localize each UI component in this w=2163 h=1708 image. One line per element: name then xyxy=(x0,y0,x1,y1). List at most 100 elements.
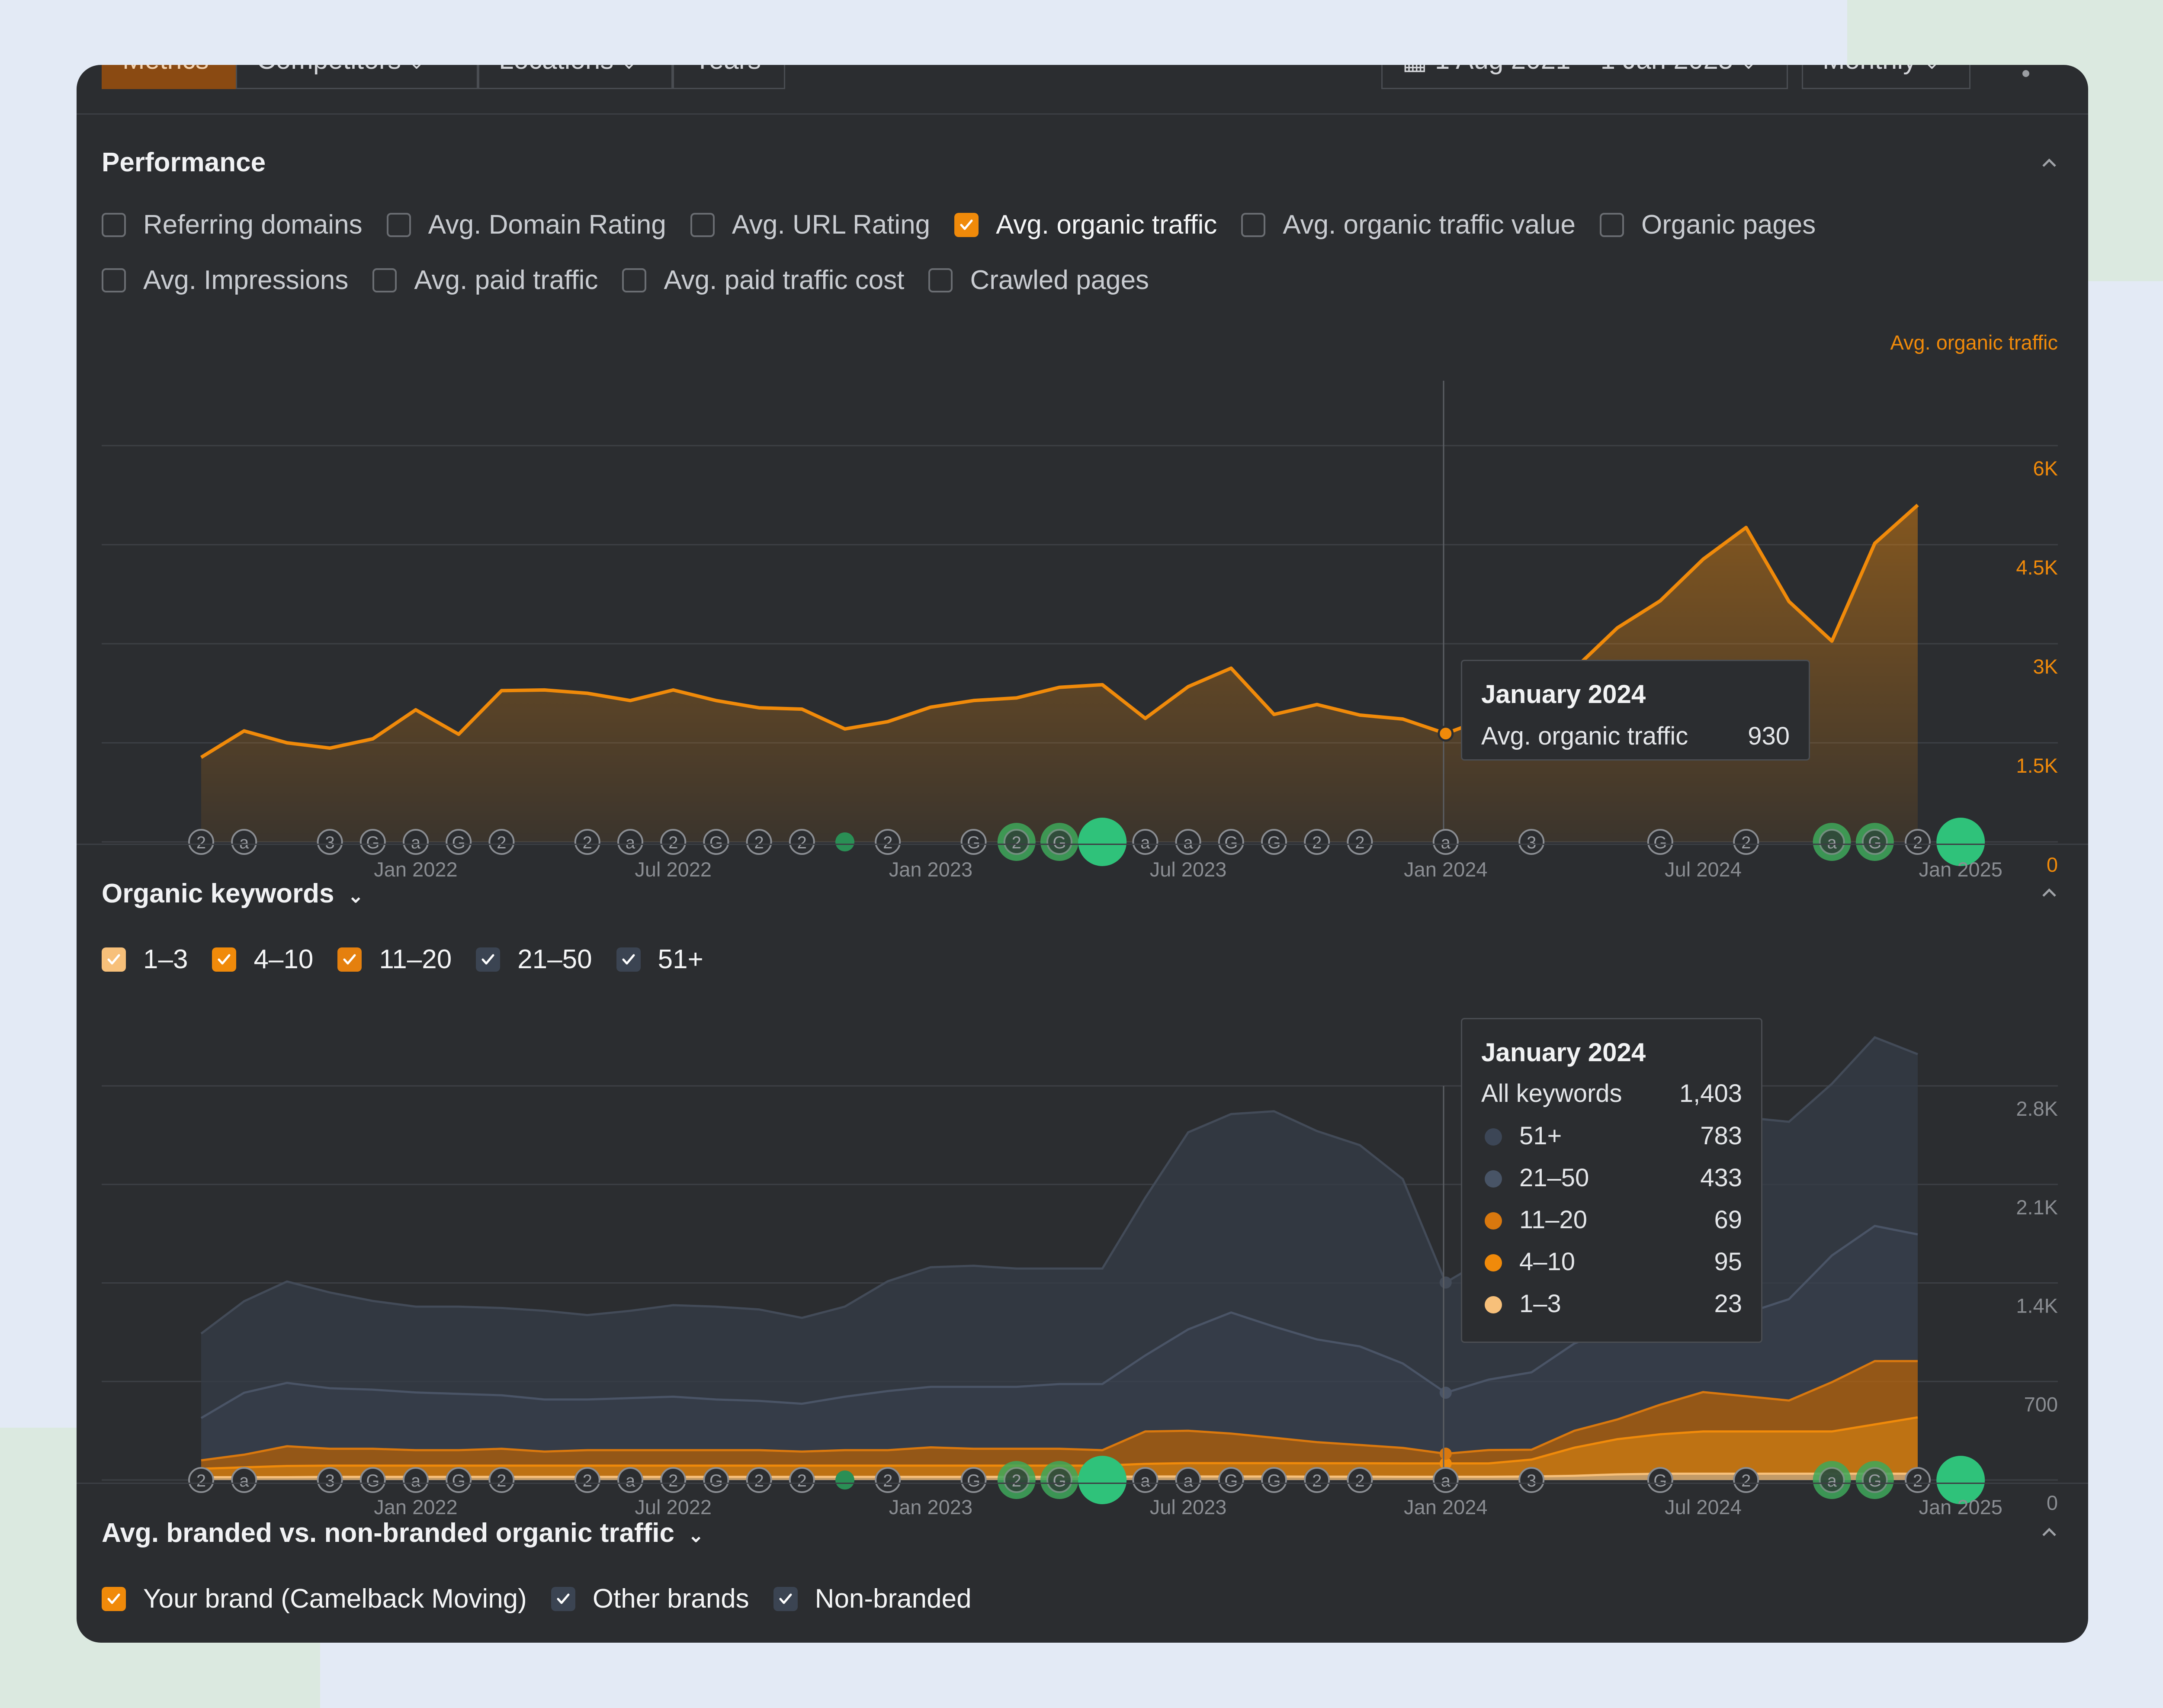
major-update-marker[interactable] xyxy=(1936,818,1985,866)
google-update-marker[interactable]: G xyxy=(960,829,987,855)
annotation-marker[interactable]: 2 xyxy=(1304,1467,1330,1493)
ahrefs-update-marker[interactable]: a xyxy=(231,1467,257,1493)
major-update-marker[interactable] xyxy=(1936,1456,1985,1504)
checkbox-avg-organic-traffic[interactable]: Avg. organic traffic xyxy=(954,209,1217,240)
google-update-marker[interactable]: G xyxy=(446,1467,472,1493)
annotation-marker[interactable]: 2 xyxy=(875,1467,901,1493)
checkbox-avg-url-rating[interactable]: Avg. URL Rating xyxy=(690,209,930,240)
major-update-marker[interactable] xyxy=(1078,818,1127,866)
more-menu-icon[interactable] xyxy=(2017,65,2035,82)
ahrefs-update-marker[interactable]: a xyxy=(617,829,643,855)
ahrefs-update-marker[interactable]: a xyxy=(1175,829,1201,855)
ahrefs-update-marker[interactable]: a xyxy=(403,1467,429,1493)
checkbox-your-brand-camelback-moving[interactable]: Your brand (Camelback Moving) xyxy=(102,1583,527,1614)
annotation-marker[interactable]: 2 xyxy=(1905,1467,1931,1493)
google-update-marker[interactable]: G xyxy=(1218,829,1244,855)
major-update-marker[interactable] xyxy=(1078,1456,1127,1504)
annotation-marker[interactable]: 2 xyxy=(660,1467,687,1493)
ahrefs-update-marker[interactable]: a xyxy=(1432,1467,1459,1493)
checkbox-referring-domains[interactable]: Referring domains xyxy=(102,209,363,240)
organic-keywords-title[interactable]: Organic keywords ⌄ xyxy=(102,878,364,909)
google-update-marker[interactable]: G xyxy=(1261,1467,1287,1493)
annotation-marker[interactable]: 3 xyxy=(317,1467,343,1493)
ahrefs-update-marker[interactable]: a xyxy=(1813,1461,1851,1499)
google-update-marker[interactable]: G xyxy=(1647,1467,1673,1493)
keywords-area-21-50 xyxy=(201,1226,1918,1461)
annotation-marker[interactable]: 2 xyxy=(997,1461,1036,1499)
checkbox-non-branded[interactable]: Non-branded xyxy=(773,1583,972,1614)
annotation-marker[interactable]: 2 xyxy=(746,829,772,855)
checkbox-avg-organic-traffic-value[interactable]: Avg. organic traffic value xyxy=(1241,209,1576,240)
annotation-marker[interactable]: 2 xyxy=(488,829,515,855)
checkbox-avg-impressions[interactable]: Avg. Impressions xyxy=(102,265,348,295)
collapse-icon[interactable] xyxy=(2041,154,2058,171)
annotation-marker[interactable]: 2 xyxy=(1347,1467,1373,1493)
tab-locations[interactable]: Locations ⌄ xyxy=(478,65,673,89)
annotation-marker[interactable]: 3 xyxy=(317,829,343,855)
google-update-marker[interactable]: G xyxy=(359,1467,386,1493)
y-tick-label: 6K xyxy=(2033,457,2058,480)
ahrefs-update-marker[interactable]: a xyxy=(1432,829,1459,855)
google-update-marker[interactable]: G xyxy=(1647,829,1673,855)
checkbox-51[interactable]: 51+ xyxy=(616,944,703,975)
annotation-marker[interactable]: 3 xyxy=(1518,829,1545,855)
google-update-marker[interactable]: G xyxy=(960,1467,987,1493)
annotation-marker[interactable]: 2 xyxy=(188,829,214,855)
collapse-icon[interactable] xyxy=(2041,1523,2058,1541)
checkbox-avg-paid-traffic[interactable]: Avg. paid traffic xyxy=(372,265,598,295)
annotation-marker[interactable]: 2 xyxy=(1905,829,1931,855)
keyword-position-filters: 1–3 4–10 11–20 21–50 51+ xyxy=(102,944,728,975)
google-update-marker[interactable]: G xyxy=(703,829,729,855)
google-update-marker[interactable]: G xyxy=(446,829,472,855)
ahrefs-update-marker[interactable]: a xyxy=(1175,1467,1201,1493)
branded-traffic-title[interactable]: Avg. branded vs. non-branded organic tra… xyxy=(102,1518,704,1548)
interval-select[interactable]: Monthly ⌄ xyxy=(1802,65,1970,89)
annotation-marker[interactable]: 2 xyxy=(574,1467,600,1493)
google-update-marker[interactable]: G xyxy=(1040,823,1078,861)
annotation-marker[interactable]: 2 xyxy=(997,823,1036,861)
annotation-marker[interactable]: 2 xyxy=(789,1467,815,1493)
update-marker[interactable] xyxy=(835,832,854,851)
annotation-marker[interactable]: 2 xyxy=(1304,829,1330,855)
annotation-marker[interactable]: 2 xyxy=(746,1467,772,1493)
annotation-marker[interactable]: 2 xyxy=(1733,829,1759,855)
checkbox-avg-paid-traffic-cost[interactable]: Avg. paid traffic cost xyxy=(622,265,904,295)
google-update-marker[interactable]: G xyxy=(359,829,386,855)
annotation-marker[interactable]: 2 xyxy=(188,1467,214,1493)
checkbox-organic-pages[interactable]: Organic pages xyxy=(1600,209,1816,240)
ahrefs-update-marker[interactable]: a xyxy=(231,829,257,855)
collapse-icon[interactable] xyxy=(2041,884,2058,901)
google-update-marker[interactable]: G xyxy=(1855,1461,1894,1499)
google-update-marker[interactable]: G xyxy=(1261,829,1287,855)
keywords-tooltip: January 2024 All keywords 1,403 51+ 783 21… xyxy=(1461,1018,1762,1343)
annotation-marker[interactable]: 2 xyxy=(574,829,600,855)
google-update-marker[interactable]: G xyxy=(1855,823,1894,861)
annotation-marker[interactable]: 2 xyxy=(875,829,901,855)
checkbox-4-10[interactable]: 4–10 xyxy=(212,944,313,975)
checkbox-1-3[interactable]: 1–3 xyxy=(102,944,188,975)
annotation-marker[interactable]: 2 xyxy=(660,829,687,855)
ahrefs-update-marker[interactable]: a xyxy=(403,829,429,855)
checkbox-crawled-pages[interactable]: Crawled pages xyxy=(928,265,1149,295)
ahrefs-update-marker[interactable]: a xyxy=(1132,1467,1159,1493)
ahrefs-update-marker[interactable]: a xyxy=(617,1467,643,1493)
annotation-marker[interactable]: 2 xyxy=(789,829,815,855)
google-update-marker[interactable]: G xyxy=(1040,1461,1078,1499)
annotation-marker[interactable]: 2 xyxy=(488,1467,515,1493)
annotation-marker[interactable]: 2 xyxy=(1347,829,1373,855)
checkbox-21-50[interactable]: 21–50 xyxy=(476,944,592,975)
checkbox-avg-domain-rating[interactable]: Avg. Domain Rating xyxy=(386,209,666,240)
checkbox-other-brands[interactable]: Other brands xyxy=(551,1583,749,1614)
google-update-marker[interactable]: G xyxy=(1218,1467,1244,1493)
tab-years[interactable]: Years xyxy=(673,65,785,89)
annotation-marker[interactable]: 2 xyxy=(1733,1467,1759,1493)
tab-competitors[interactable]: Competitors ⌄ xyxy=(236,65,478,89)
tab-metrics[interactable]: Metrics xyxy=(102,65,236,89)
google-update-marker[interactable]: G xyxy=(703,1467,729,1493)
annotation-marker[interactable]: 3 xyxy=(1518,1467,1545,1493)
update-marker[interactable] xyxy=(835,1470,854,1490)
checkbox-11-20[interactable]: 11–20 xyxy=(337,944,452,975)
ahrefs-update-marker[interactable]: a xyxy=(1813,823,1851,861)
ahrefs-update-marker[interactable]: a xyxy=(1132,829,1159,855)
